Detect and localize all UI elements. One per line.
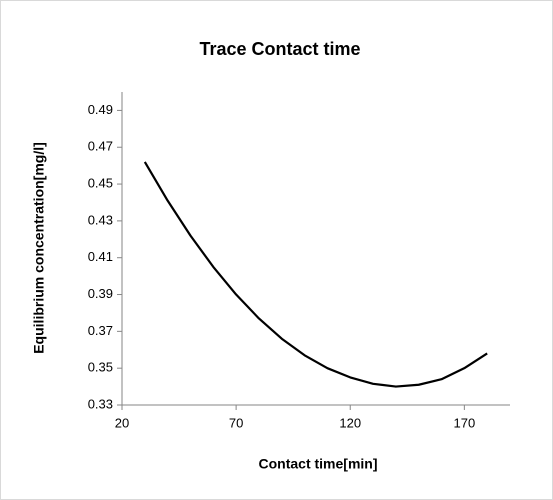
x-tick-label: 170: [454, 415, 476, 430]
y-tick-label: 0.41: [88, 249, 113, 264]
y-tick-label: 0.37: [88, 323, 113, 338]
y-axis-title: Equilibrium concentration[mg/l]: [31, 142, 47, 354]
data-line: [143, 161, 488, 388]
y-tick-label: 0.47: [88, 139, 113, 154]
x-tick-label: 20: [115, 415, 129, 430]
y-tick-label: 0.45: [88, 175, 113, 190]
x-tick-label: 70: [229, 415, 243, 430]
y-tick-label: 0.43: [88, 212, 113, 227]
chart-title: Trace Contact time: [199, 39, 360, 59]
x-tick-label: 120: [339, 415, 361, 430]
y-tick-label: 0.49: [88, 102, 113, 117]
y-tick-label: 0.39: [88, 286, 113, 301]
y-tick-label: 0.35: [88, 360, 113, 375]
x-axis-title: Contact time[min]: [259, 456, 378, 472]
y-tick-label: 0.33: [88, 396, 113, 411]
